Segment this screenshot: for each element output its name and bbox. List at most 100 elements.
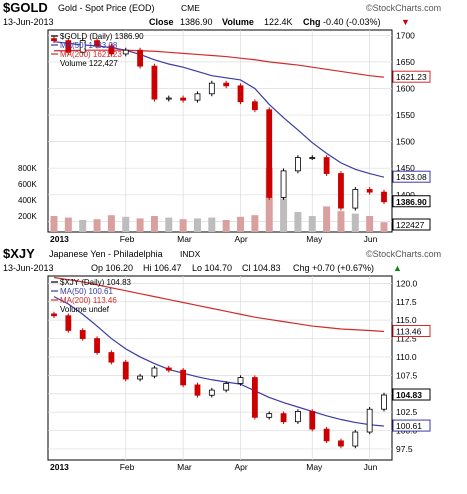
- gold-exchange: CME: [181, 3, 200, 13]
- yen-candle-body: [122, 361, 129, 380]
- yen-value-box-label: 104.83: [396, 390, 422, 400]
- yen-candle-body: [251, 377, 258, 418]
- gold-candle-body: [295, 157, 301, 172]
- gold-candle-body: [251, 101, 258, 111]
- gold-volume-bar: [93, 219, 101, 232]
- gold-chg-value: -0.40 (-0.03%): [323, 17, 381, 27]
- gold-legend-entry: $GOLD (Daily) 1386.90: [60, 32, 144, 41]
- gold-volume-bar: [222, 220, 230, 232]
- gold-candle-body: [122, 49, 129, 55]
- gold-candle-body: [108, 45, 115, 55]
- gold-legend-entry: Volume 122,427: [60, 59, 118, 68]
- gold-volume-tick-label: 800K: [18, 164, 37, 173]
- yen-legend-entry: MA(200) 113.46: [60, 296, 117, 305]
- yen-candle-body: [208, 389, 215, 396]
- yen-close: Cl 104.83: [242, 263, 281, 273]
- gold-volume-label: Volume: [222, 17, 254, 27]
- gold-volume-value: 122.4K: [264, 17, 293, 27]
- gold-date: 13-Jun-2013: [3, 17, 54, 27]
- yen-candle-body: [223, 383, 230, 391]
- yen-plot-frame: [47, 275, 393, 461]
- gold-chg-down-icon: ▼: [401, 17, 410, 27]
- gold-candle-body: [280, 170, 287, 198]
- gold-candle-body: [51, 38, 57, 42]
- gold-xtick-label: Feb: [120, 234, 135, 244]
- gold-close-value: 1386.90: [180, 17, 213, 27]
- gold-volume-bar: [122, 216, 130, 232]
- yen-xtick-label: Jun: [364, 462, 378, 472]
- gold-volume-bar: [265, 168, 273, 232]
- gold-candle-body: [266, 109, 273, 198]
- yen-candle-body: [94, 338, 100, 353]
- yen-candle-body: [180, 369, 187, 386]
- gold-volume-bar: [280, 198, 288, 232]
- gold-legend-entry: MA(200) 1621.23: [60, 50, 122, 59]
- gold-volume-bar: [237, 216, 245, 232]
- gold-candle-body: [194, 93, 201, 101]
- yen-value-box: [392, 419, 431, 432]
- yen-candle-body: [366, 408, 373, 433]
- yen-ytick-label: 97.5: [396, 444, 413, 454]
- yen-candle-body: [280, 413, 287, 423]
- yen-value-box: [392, 324, 431, 337]
- gold-volume-bar: [294, 212, 302, 232]
- gold-volume-tick-label: 200K: [18, 212, 37, 221]
- gold-volume-bar: [337, 211, 345, 232]
- gold-candle-body: [180, 97, 187, 101]
- yen-xtick-label: May: [306, 462, 323, 472]
- gold-value-box: [392, 70, 431, 83]
- yen-candle-body: [381, 394, 387, 410]
- gold-value-box-label: 122427: [396, 220, 425, 230]
- yen-ytick-label: 115.0: [396, 315, 417, 325]
- gold-close-label: Close: [149, 17, 174, 27]
- yen-symbol: $XJY: [3, 246, 35, 261]
- yen-xtick-label: 2013: [50, 462, 69, 472]
- gold-ytick-label: 1700: [396, 30, 415, 40]
- yen-legend-entry: Volume undef: [60, 305, 110, 314]
- gold-volume-bar: [150, 216, 158, 232]
- gold-candle-body: [366, 189, 373, 193]
- gold-candle-body: [237, 85, 244, 103]
- gold-candle-body: [338, 173, 344, 209]
- yen-chg-up-icon: ▲: [393, 263, 402, 273]
- gold-candle-body: [137, 49, 143, 67]
- yen-candle-body: [266, 413, 273, 418]
- yen-candle-body: [51, 313, 57, 317]
- gold-value-box: [392, 195, 431, 208]
- yen-candle-body: [151, 367, 158, 377]
- yen-brand[interactable]: ©StockCharts.com: [366, 249, 442, 259]
- gold-xtick-label: May: [306, 234, 323, 244]
- yen-xtick-label: Apr: [235, 462, 248, 472]
- gold-chg-label: Chg: [303, 17, 321, 27]
- gold-value-box: [392, 170, 431, 183]
- gold-candle-body: [309, 157, 316, 159]
- gold-candle-body: [381, 191, 387, 203]
- gold-xtick-label: 2013: [50, 234, 69, 244]
- yen-value-box-label: 100.61: [396, 421, 422, 431]
- yen-value-box: [392, 388, 431, 401]
- gold-volume-bar: [308, 216, 316, 232]
- gold-volume-bar: [107, 215, 115, 232]
- gold-candle-body: [65, 40, 72, 53]
- gold-ytick-label: 1500: [396, 137, 415, 147]
- gold-xtick-label: Mar: [177, 234, 192, 244]
- yen-date: 13-Jun-2013: [3, 263, 54, 273]
- yen-candle-body: [237, 377, 244, 384]
- yen-xtick-label: Feb: [120, 462, 135, 472]
- gold-name: Gold - Spot Price (EOD): [58, 3, 155, 13]
- gold-volume-bar: [323, 206, 331, 232]
- gold-value-box-label: 1386.90: [396, 197, 427, 207]
- gold-candle-body: [151, 65, 158, 100]
- gold-xtick-label: Jun: [364, 234, 378, 244]
- gold-volume-bar: [366, 216, 374, 232]
- gold-value-box: [392, 218, 431, 231]
- gold-ytick-label: 1550: [396, 110, 415, 120]
- yen-candle-body: [323, 428, 330, 442]
- yen-ytick-label: 107.5: [396, 370, 418, 380]
- gold-brand[interactable]: ©StockCharts.com: [366, 3, 442, 13]
- gold-legend-entry: MA(50) 1433.08: [60, 41, 118, 50]
- yen-ma-line-ma50: [53, 296, 385, 427]
- yen-ytick-label: 117.5: [396, 297, 417, 307]
- gold-ytick-label: 1600: [396, 83, 415, 93]
